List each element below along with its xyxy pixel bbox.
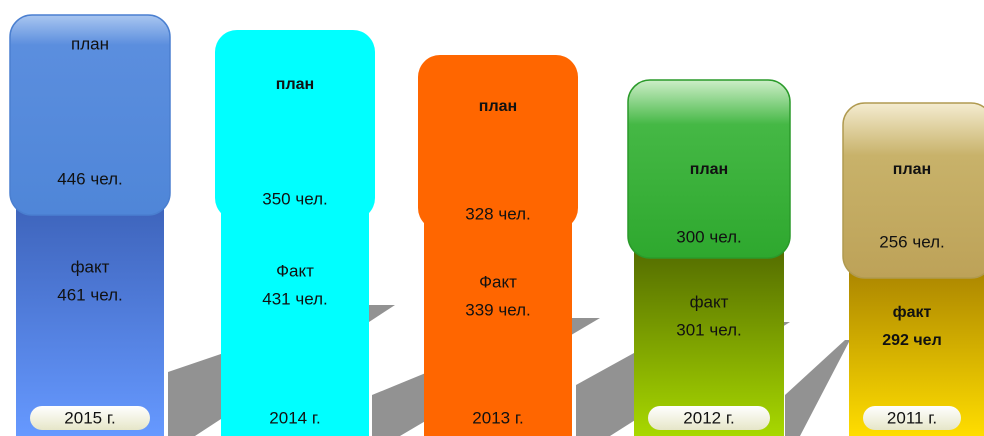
fact-bar	[221, 190, 369, 436]
plan-value: 300 чел.	[676, 227, 741, 246]
plan-box	[215, 30, 375, 220]
fact-value: 292 чел	[882, 332, 942, 349]
fact-label: Факт	[276, 261, 314, 280]
year-label: 2012 г.	[683, 408, 734, 427]
fact-value: 431 чел.	[262, 289, 327, 308]
column: план 300 чел. факт 301 чел. 2012 г.	[627, 79, 791, 436]
year-pill	[863, 406, 961, 430]
year-pill	[30, 406, 150, 430]
fact-label: Факт	[479, 272, 517, 291]
column: план 256 чел. факт 292 чел 2011 г.	[842, 102, 984, 436]
fact-label: факт	[71, 257, 110, 276]
year-label: 2015 г.	[64, 408, 115, 427]
year-label: 2011 г.	[887, 408, 937, 427]
fact-value: 301 чел.	[676, 320, 741, 339]
fact-bar	[849, 248, 984, 436]
shadow	[785, 340, 850, 436]
fact-bar	[16, 185, 164, 436]
plan-value: 256 чел.	[879, 232, 944, 251]
fact-bar	[634, 228, 784, 436]
fact-label: факт	[893, 304, 932, 321]
plan-label: план	[690, 161, 728, 178]
column: план 446 чел. факт 461 чел. 2015 г.	[9, 14, 171, 436]
plan-box	[627, 79, 791, 259]
fact-label: факт	[690, 292, 729, 311]
year-label: 2014 г.	[269, 408, 320, 427]
plan-box	[9, 14, 171, 216]
year-pill	[648, 406, 770, 430]
column: план 350 чел. Факт 431 чел. 2014 г.	[215, 30, 375, 436]
plan-box	[418, 55, 578, 230]
column: план 328 чел. Факт 339 чел. 2013 г.	[418, 55, 578, 436]
plan-label: план	[276, 76, 314, 93]
plan-box	[842, 102, 984, 279]
plan-value: 350 чел.	[262, 189, 327, 208]
year-label: 2013 г.	[472, 408, 523, 427]
plan-label: план	[71, 34, 109, 53]
fact-value: 461 чел.	[57, 285, 122, 304]
plan-label: план	[479, 98, 517, 115]
fact-bar	[424, 200, 572, 436]
plan-value: 328 чел.	[465, 204, 530, 223]
plan-value: 446 чел.	[57, 169, 122, 188]
plan-label: план	[893, 161, 931, 178]
fact-value: 339 чел.	[465, 300, 530, 319]
